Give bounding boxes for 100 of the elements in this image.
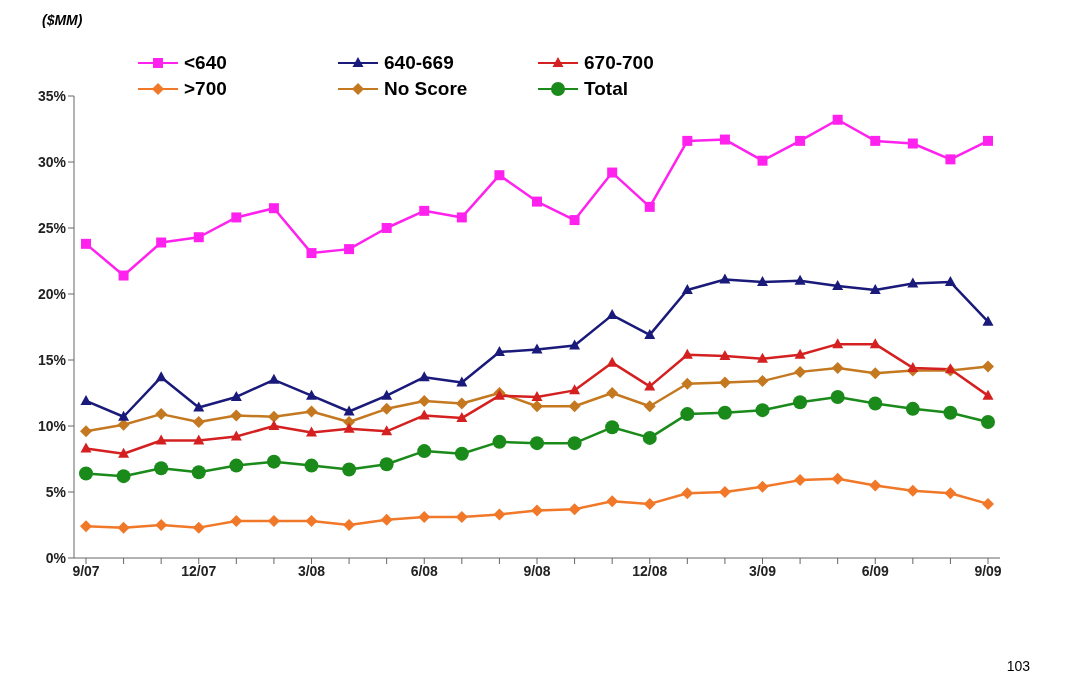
point	[155, 408, 168, 421]
point	[81, 238, 91, 249]
point	[682, 135, 693, 146]
point	[306, 248, 317, 259]
point	[79, 466, 93, 481]
point	[343, 422, 355, 433]
point	[267, 410, 280, 423]
point	[795, 135, 806, 146]
point	[117, 521, 130, 534]
point	[342, 462, 357, 477]
point	[605, 420, 620, 435]
point	[944, 487, 957, 500]
legend-label: Total	[584, 78, 628, 100]
y-tick-label: 5%	[45, 483, 67, 500]
point	[118, 410, 130, 421]
x-tick-label: 3/09	[748, 562, 777, 579]
point	[192, 416, 205, 429]
point	[606, 387, 619, 399]
point	[907, 138, 918, 149]
point	[757, 155, 768, 166]
point	[794, 348, 806, 359]
point	[380, 402, 393, 415]
point	[118, 447, 130, 458]
point	[982, 360, 994, 373]
point	[531, 504, 543, 517]
point	[681, 284, 693, 295]
point	[380, 513, 393, 526]
point	[906, 484, 919, 497]
point	[454, 446, 469, 461]
y-tick-label: 25%	[37, 219, 67, 236]
point	[869, 479, 882, 492]
point	[304, 458, 319, 473]
point	[981, 415, 995, 430]
point	[643, 497, 656, 510]
point	[381, 425, 393, 436]
point	[532, 196, 542, 207]
point	[80, 425, 92, 438]
point	[643, 400, 656, 413]
point	[831, 472, 844, 485]
point	[907, 361, 919, 372]
legend-label: <640	[184, 52, 227, 74]
point	[982, 389, 994, 400]
point	[868, 396, 883, 411]
point	[230, 390, 242, 401]
point	[231, 212, 242, 223]
point	[644, 201, 655, 212]
point	[757, 352, 768, 363]
point	[869, 367, 882, 380]
y-tick-label: 10%	[37, 417, 67, 434]
point	[266, 454, 281, 469]
point	[156, 237, 167, 248]
point	[681, 377, 694, 390]
point	[230, 430, 242, 441]
point	[80, 442, 92, 453]
point	[681, 348, 693, 359]
point	[756, 375, 769, 388]
point	[343, 405, 355, 416]
point	[191, 465, 206, 480]
point	[681, 487, 694, 500]
point	[832, 280, 844, 291]
point	[418, 371, 430, 382]
point	[642, 430, 657, 445]
point	[569, 215, 580, 226]
point	[306, 389, 317, 400]
point	[606, 309, 618, 320]
point	[418, 394, 431, 407]
point	[832, 338, 844, 349]
point	[494, 170, 505, 181]
point	[230, 515, 243, 528]
point	[568, 503, 581, 516]
legend-label: 640-669	[384, 52, 454, 74]
point	[607, 167, 618, 178]
point	[343, 519, 356, 531]
point	[379, 457, 394, 472]
point	[531, 343, 543, 354]
point	[757, 276, 768, 287]
point	[417, 444, 432, 459]
point	[268, 420, 280, 430]
legend-label: No Score	[384, 78, 468, 100]
point	[268, 203, 279, 214]
point	[644, 380, 656, 391]
point	[719, 350, 731, 361]
point	[644, 328, 656, 339]
y-tick-label: 20%	[37, 285, 67, 302]
point	[492, 434, 507, 449]
point	[794, 365, 807, 378]
point	[568, 400, 581, 413]
point	[831, 361, 844, 374]
point	[305, 405, 318, 418]
point	[229, 458, 244, 473]
point	[756, 480, 769, 493]
point	[193, 232, 204, 243]
point	[493, 508, 506, 521]
point	[982, 497, 994, 510]
point	[456, 412, 468, 423]
point	[193, 434, 205, 445]
point	[719, 273, 731, 284]
point	[569, 339, 581, 350]
point	[755, 403, 770, 418]
point	[606, 495, 619, 508]
